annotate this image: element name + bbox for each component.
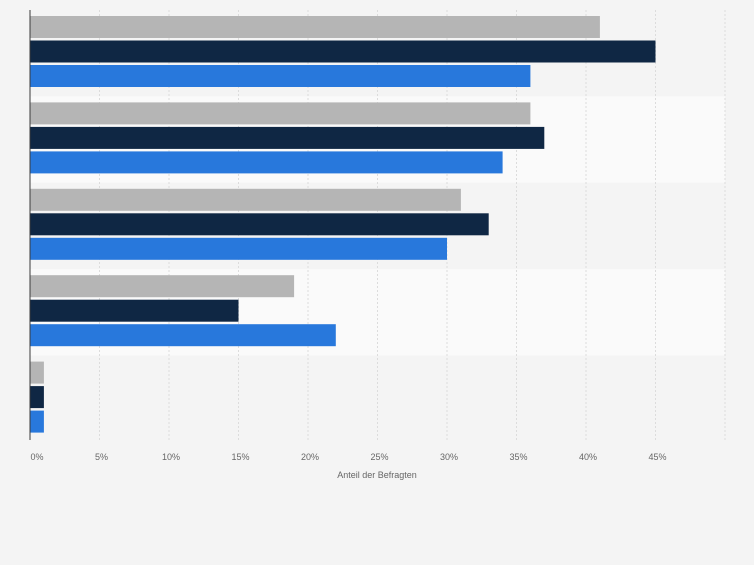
x-tick-label: 45% [648, 452, 666, 462]
x-tick-labels: 0% 5% 10% 15% 20% 25% 30% 35% 40% 45% [30, 452, 666, 462]
bar[interactable] [30, 40, 656, 63]
x-tick-label: 5% [95, 452, 108, 462]
x-tick-label: 15% [231, 452, 249, 462]
bar[interactable] [30, 275, 295, 298]
bar[interactable] [30, 361, 44, 384]
bar[interactable] [30, 410, 44, 433]
bar[interactable] [30, 102, 531, 125]
bar[interactable] [30, 126, 545, 149]
bar[interactable] [30, 65, 531, 87]
x-tick-label: 10% [162, 452, 180, 462]
bar[interactable] [30, 324, 336, 347]
x-tick-label: 25% [370, 452, 388, 462]
x-axis-label: Anteil der Befragten [337, 470, 417, 480]
bar[interactable] [30, 151, 503, 174]
x-tick-label: 0% [30, 452, 43, 462]
bar[interactable] [30, 213, 489, 236]
bar[interactable] [30, 237, 447, 260]
bars [30, 16, 656, 433]
bar[interactable] [30, 16, 600, 38]
x-tick-label: 40% [579, 452, 597, 462]
x-tick-label: 35% [509, 452, 527, 462]
bar[interactable] [30, 299, 239, 322]
x-tick-label: 30% [440, 452, 458, 462]
x-tick-label: 20% [301, 452, 319, 462]
bar[interactable] [30, 188, 461, 211]
bar[interactable] [30, 386, 44, 409]
